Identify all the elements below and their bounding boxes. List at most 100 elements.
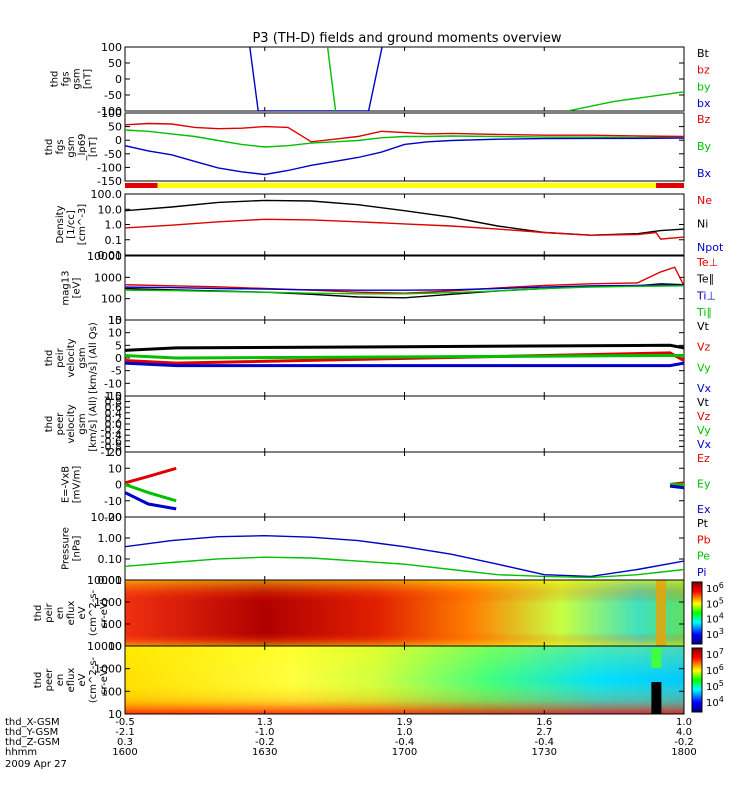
x-axis-annotation: thd_X-GSM -0.5 1.3 1.9 1.6 1.0 thd_Y-GSM -2.1 -1… — [5, 47, 697, 770]
y-axis-label-line: thd — [50, 71, 61, 88]
legend-entry: by — [697, 80, 711, 93]
y-axis-label-line: thd — [44, 350, 55, 367]
y-axis-label-line: mag13 — [61, 271, 72, 306]
legend-entry: Vy — [697, 361, 711, 374]
legend-entry: Ti⊥ — [696, 289, 716, 302]
legend-entry: Te∥ — [696, 273, 714, 286]
y-tick-label: 100 — [101, 107, 122, 120]
y-axis-label-line: thd — [44, 139, 55, 156]
colorbar — [691, 581, 703, 645]
series-group — [125, 534, 684, 579]
x-row-value: 1.0 — [397, 727, 413, 738]
y-axis-label-line: [km/s] (All Qs) — [88, 322, 99, 394]
panel-density: 100.0 10.0 1.0 0.1 0.01 Density [1/cc] [cm^-3] N… — [55, 188, 724, 262]
panel-efield: 20 10 0 -10 -20 E=-VxB [mV/m] Ez Ey Ex — [61, 446, 711, 524]
y-axis-label: thd peer velocity gsm [km/s] (All) — [44, 396, 99, 451]
x-row-value: 0.3 — [117, 737, 133, 748]
y-tick-label: 10 — [108, 708, 122, 721]
colorbar-tick-label: 105 — [706, 679, 724, 693]
spectrogram-gap-top — [651, 648, 662, 668]
y-axis-label-line: Density — [55, 205, 66, 243]
x-row-value: 1630 — [252, 747, 277, 758]
y-axis-label-line: gsm — [72, 68, 83, 89]
y-axis-label-line: [mV/m] — [72, 466, 83, 504]
y-axis-label-line: E=-VxB — [61, 466, 72, 503]
legend-entry: Ex — [697, 503, 711, 516]
panel-pressure: 10.00 1.00 0.10 0.01 Pressure [nPa] Pt Pb Pe Pi — [61, 511, 711, 587]
legend-entry: Bx — [697, 167, 712, 180]
x-row-value: -0.2 — [255, 737, 275, 748]
y-tick-label: 0.8 — [105, 396, 123, 409]
y-tick-label: 50 — [108, 121, 122, 134]
y-axis-label-line: gsm — [66, 136, 77, 157]
y-axis-label: Density [1/cc] [cm^-3] — [55, 204, 88, 245]
series-line-Pe — [125, 556, 684, 579]
y-axis-label: Pressure [nPa] — [61, 527, 83, 570]
y-tick-label: 15 — [108, 314, 122, 327]
y-tick-label: -0.8 — [101, 440, 122, 453]
y-tick-label: 0.01 — [98, 249, 123, 262]
y-axis-label-line: gsm — [77, 413, 88, 434]
colorbar-tick-label: 105 — [706, 596, 724, 610]
status-bar-segment — [157, 183, 657, 188]
y-axis-label-line: velocity — [66, 338, 77, 377]
colorbar-tick-label: 106 — [706, 663, 724, 677]
series-line-Ex — [125, 491, 177, 511]
series-line-Ti⊥ — [125, 284, 684, 291]
y-tick-label: -0.6 — [101, 435, 122, 448]
series-group — [125, 343, 684, 368]
y-axis-label-line: eV — [77, 606, 88, 619]
y-tick-label: -1.0 — [101, 446, 122, 459]
y-tick-label: 10 — [108, 314, 122, 327]
series-line-Bz — [125, 122, 684, 143]
y-axis-label-line: fgs — [55, 139, 66, 154]
y-axis-label-line: sr-eV) — [99, 598, 110, 627]
y-tick-label: 50 — [108, 57, 122, 70]
y-axis-label-line: eflux — [66, 601, 77, 626]
y-axis-label-line: peir — [44, 602, 55, 622]
y-axis-label-line: en — [55, 674, 66, 687]
y-tick-label: 0.0 — [105, 418, 123, 431]
y-tick-label: -20 — [104, 511, 122, 524]
legend-entry: Pi — [697, 566, 706, 579]
y-axis-label-line: [cm^-3] — [77, 204, 88, 245]
series-line-bx — [249, 47, 383, 111]
series-group — [249, 47, 684, 111]
y-axis-label-line: _lp69 — [77, 134, 88, 162]
x-row-value: -0.4 — [534, 737, 554, 748]
y-tick-label: -0.2 — [101, 424, 122, 437]
series-line-by — [326, 47, 337, 111]
y-axis-label-line: [km/s] (All) — [88, 396, 99, 451]
y-tick-label: 0.2 — [105, 412, 123, 425]
x-row-value: 1800 — [671, 747, 696, 758]
colorbar — [691, 647, 703, 713]
x-row-value: -0.5 — [115, 717, 135, 728]
y-tick-label: 0 — [115, 73, 122, 86]
legend-entry: Vy — [697, 424, 711, 437]
x-row-value: 4.0 — [676, 727, 692, 738]
x-row-label: thd_X-GSM — [5, 717, 60, 728]
y-axis-label-line: Pressure — [61, 527, 72, 570]
series-line-Vt — [125, 343, 684, 352]
y-axis-label-line: en — [55, 607, 66, 620]
x-row-label: thd_Z-GSM — [5, 737, 60, 748]
spectrogram-shade — [125, 580, 684, 646]
y-tick-label: -15 — [104, 390, 122, 403]
legend-entry: Vt — [697, 396, 710, 409]
x-row-value: -0.2 — [674, 737, 694, 748]
legend-entry: Bt — [697, 47, 710, 60]
x-row-value: -2.1 — [115, 727, 135, 738]
legend-entry: Pb — [697, 533, 711, 546]
panel-frame — [124, 46, 685, 112]
y-tick-label: 0.6 — [105, 401, 123, 414]
series-line-Ez — [125, 466, 177, 485]
panel-peir_spec: 10000 1000 100 10 thd peir en eflux eV (cm^2-s-sr… — [33, 574, 724, 653]
y-tick-label: 10000 — [87, 574, 122, 587]
panel-temperature: 10000 1000 100 10 mag13 [eV] Te⊥ Te∥ Ti⊥ Ti∥ — [61, 250, 719, 327]
series-line-Vx — [125, 361, 684, 368]
y-axis-label: thd peir velocity gsm [km/s] (All Qs) — [44, 322, 99, 394]
legend-entry: Vz — [697, 341, 711, 354]
y-axis-label-line: (cm^2-s- — [88, 656, 99, 703]
